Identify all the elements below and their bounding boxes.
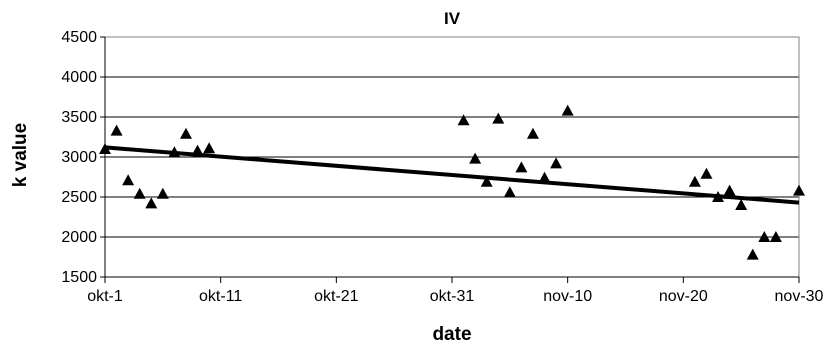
data-point	[515, 161, 528, 173]
data-point	[179, 127, 192, 139]
x-tick-label: okt-1	[87, 288, 123, 305]
data-point	[156, 187, 169, 199]
y-tick-label: 1500	[61, 269, 97, 286]
data-point	[769, 231, 782, 242]
y-tick-label: 3500	[61, 109, 97, 126]
data-point	[793, 184, 805, 196]
data-point	[723, 187, 736, 199]
data-point	[688, 175, 701, 187]
data-point	[122, 174, 135, 186]
chart-title: IV	[444, 9, 461, 28]
y-tick-labels: 1500 2000 2500 3000 3500 4000 4500	[61, 29, 97, 286]
axes	[100, 36, 800, 283]
data-point	[735, 199, 748, 210]
y-tick-label: 4000	[61, 69, 97, 86]
data-point	[746, 248, 759, 260]
data-point	[561, 104, 574, 116]
x-tick-label: nov-30	[775, 288, 824, 305]
x-tick-label: okt-21	[314, 288, 359, 305]
data-point	[712, 191, 725, 202]
trendline	[104, 145, 800, 205]
x-tick-label: nov-20	[659, 288, 708, 305]
data-point	[526, 127, 539, 139]
x-tick-label: nov-10	[543, 288, 592, 305]
data-point	[203, 142, 216, 154]
data-point	[99, 143, 111, 154]
x-tick-labels: okt-1 okt-11 okt-21 okt-31 nov-10 nov-20 nov-3…	[87, 288, 823, 305]
y-tick-label: 3000	[61, 149, 97, 166]
data-point	[168, 146, 181, 158]
y-tick-label: 2000	[61, 229, 97, 246]
data-point	[550, 157, 563, 169]
data-point	[191, 144, 204, 156]
data-point	[469, 152, 482, 164]
data-point	[133, 187, 146, 199]
x-axis-title: date	[432, 324, 471, 345]
data-point	[503, 186, 516, 198]
y-tick-label: 4500	[61, 29, 97, 46]
data-point	[457, 114, 470, 126]
data-point	[480, 175, 493, 187]
data-point	[538, 171, 551, 183]
x-tick-label: okt-11	[199, 288, 242, 305]
y-axis-title: k value	[10, 123, 31, 187]
x-tick-label: okt-31	[430, 288, 475, 305]
y-tick-label: 2500	[61, 189, 97, 206]
data-point	[758, 231, 771, 242]
data-point	[110, 124, 123, 136]
data-point	[492, 112, 505, 124]
data-point	[700, 167, 713, 179]
data-points	[99, 104, 805, 260]
data-point	[145, 197, 158, 209]
